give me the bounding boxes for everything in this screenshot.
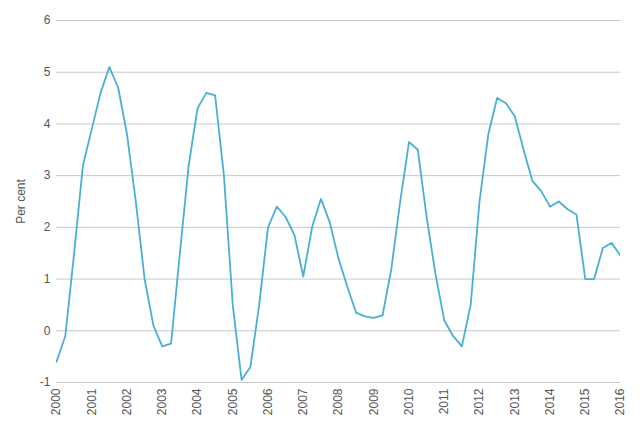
svg-text:3: 3 bbox=[44, 168, 51, 182]
svg-text:1: 1 bbox=[44, 272, 51, 286]
svg-text:6: 6 bbox=[44, 13, 51, 27]
svg-text:2005: 2005 bbox=[226, 388, 240, 415]
svg-text:Per cent: Per cent bbox=[14, 178, 28, 223]
svg-text:2: 2 bbox=[44, 220, 51, 234]
svg-text:5: 5 bbox=[44, 65, 51, 79]
svg-text:2010: 2010 bbox=[402, 388, 416, 415]
svg-text:2001: 2001 bbox=[85, 388, 99, 415]
svg-text:2016: 2016 bbox=[613, 388, 627, 415]
svg-text:2011: 2011 bbox=[437, 388, 451, 414]
svg-text:0: 0 bbox=[44, 324, 51, 338]
svg-text:2002: 2002 bbox=[120, 388, 134, 415]
svg-text:2000: 2000 bbox=[49, 388, 63, 415]
svg-text:2004: 2004 bbox=[190, 388, 204, 415]
svg-text:2014: 2014 bbox=[543, 388, 557, 415]
svg-text:2015: 2015 bbox=[578, 388, 592, 415]
svg-text:-1: -1 bbox=[40, 375, 51, 389]
svg-text:2012: 2012 bbox=[472, 388, 486, 415]
svg-text:2006: 2006 bbox=[261, 388, 275, 415]
svg-text:2008: 2008 bbox=[331, 388, 345, 415]
svg-text:2009: 2009 bbox=[367, 388, 381, 415]
svg-text:2013: 2013 bbox=[508, 388, 522, 415]
svg-text:4: 4 bbox=[44, 117, 51, 131]
svg-text:2007: 2007 bbox=[296, 388, 310, 415]
svg-text:2003: 2003 bbox=[155, 388, 169, 415]
